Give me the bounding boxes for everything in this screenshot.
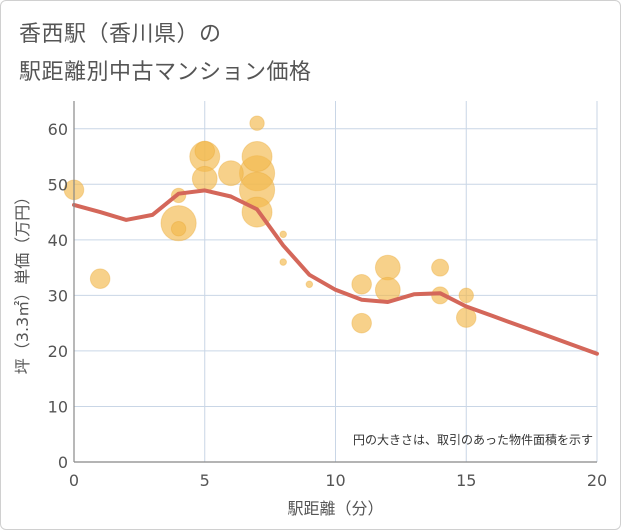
- trend-layer: [72, 188, 599, 356]
- x-tick-label: 20: [587, 471, 607, 490]
- x-tick-label: 5: [200, 471, 210, 490]
- tick-labels: 0 5 10 15 20 0 10 20 30 40 50 60: [48, 120, 608, 490]
- grid-lines: [74, 101, 598, 462]
- y-tick-label: 60: [48, 120, 68, 139]
- x-axis-title: 駅距離（分）: [287, 499, 383, 518]
- y-tick-label: 20: [48, 342, 68, 361]
- y-tick-label: 10: [48, 397, 68, 416]
- data-bubble: [351, 312, 372, 334]
- chart-title-line-2: 駅距離別中古マンション価格: [19, 60, 312, 85]
- data-bubble: [249, 115, 265, 131]
- data-bubble: [458, 287, 474, 304]
- data-bubble: [279, 230, 288, 239]
- data-bubble: [241, 141, 273, 173]
- y-tick-label: 50: [48, 175, 68, 194]
- bubble-size-note: 円の大きさは、取引のあった物件面積を示す: [353, 432, 593, 447]
- y-axis-title: 坪（3.3㎡）単価（万円）: [13, 189, 32, 374]
- chart-title-line-1: 香西駅（香川県）の: [19, 22, 222, 47]
- x-tick-label: 15: [456, 471, 476, 490]
- y-tick-label: 0: [58, 453, 68, 472]
- data-bubble: [351, 273, 372, 295]
- data-bubble: [374, 254, 401, 281]
- x-tick-label: 0: [69, 471, 79, 490]
- data-bubble: [431, 258, 450, 277]
- data-bubble: [305, 280, 314, 289]
- data-bubble: [170, 221, 187, 237]
- data-bubble: [218, 160, 244, 187]
- data-bubble: [194, 140, 216, 162]
- x-tick-label: 10: [325, 471, 345, 490]
- y-tick-label: 40: [48, 231, 68, 250]
- trend-line: [72, 188, 599, 356]
- y-tick-label: 30: [48, 286, 68, 305]
- data-bubble: [279, 258, 288, 266]
- data-bubble: [89, 268, 111, 290]
- data-bubbles: [63, 115, 477, 334]
- data-bubble: [191, 165, 218, 192]
- axes: [73, 101, 597, 463]
